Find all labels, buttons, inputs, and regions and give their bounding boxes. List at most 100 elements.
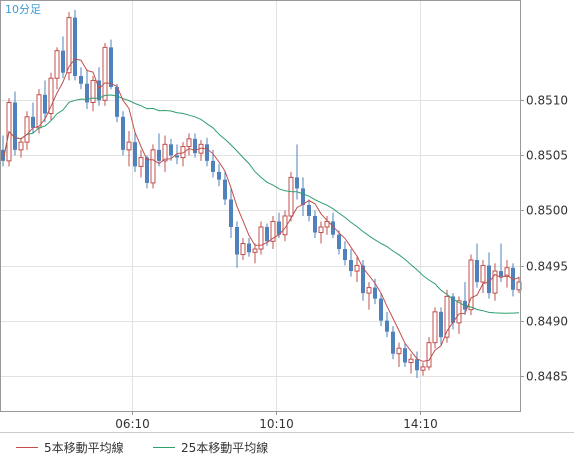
candle-body-down xyxy=(295,177,299,189)
candle-body-down xyxy=(403,348,407,363)
candle-body-up xyxy=(90,79,96,103)
x-tick-label: 10:10 xyxy=(259,417,294,431)
candle-body-down xyxy=(145,157,149,183)
candle-body-up xyxy=(252,248,258,253)
candle-body-up xyxy=(480,265,486,283)
y-tick-label: 0.8490 xyxy=(526,315,568,329)
candle-body-up xyxy=(102,46,108,101)
candle-body-down xyxy=(487,265,491,294)
candle-body-up xyxy=(48,77,54,114)
y-tick-label: 0.8510 xyxy=(526,94,568,108)
candle-body-up xyxy=(18,141,24,151)
candle-body-down xyxy=(175,155,179,158)
candle-body-down xyxy=(385,320,389,332)
candle-body-down xyxy=(301,188,305,205)
candle-body-down xyxy=(331,221,335,235)
candle-body-up xyxy=(186,138,192,148)
candle-body-down xyxy=(85,83,89,103)
candle-body-down xyxy=(277,221,281,235)
candle-body-down xyxy=(133,142,137,167)
candle-body-up xyxy=(324,220,330,228)
candle-body-up xyxy=(468,259,474,311)
candle-body-up xyxy=(318,226,324,233)
candle-body-up xyxy=(492,270,498,294)
candle-body-up xyxy=(504,267,510,278)
candle-body-down xyxy=(121,116,125,150)
candle-body-down xyxy=(349,260,353,272)
x-tick-label: 06:10 xyxy=(115,417,150,431)
plot-frame xyxy=(0,0,521,412)
y-tick-label: 0.8505 xyxy=(526,149,568,163)
candle-body-down xyxy=(475,260,479,283)
candle-body-down xyxy=(115,87,119,117)
candle-body-down xyxy=(13,102,17,150)
ma5-line xyxy=(2,58,520,362)
candle-body-down xyxy=(343,249,347,261)
candle-body-down xyxy=(337,234,341,250)
candle-body-up xyxy=(150,149,156,184)
moving-averages xyxy=(2,58,520,362)
candle-body-down xyxy=(61,50,65,73)
candle-body-down xyxy=(499,271,503,277)
candle-body-down xyxy=(415,359,419,371)
legend-label-ma5: 5本移動平均線 xyxy=(44,440,124,455)
candle-body-up xyxy=(180,146,186,159)
x-tick-label: 14:10 xyxy=(403,417,438,431)
candle-body-up xyxy=(54,50,60,79)
candle-body-down xyxy=(265,226,269,242)
candle-body-down xyxy=(109,47,113,88)
grid xyxy=(0,0,520,411)
candle-body-up xyxy=(426,342,432,368)
candle-body-up xyxy=(432,311,438,344)
legend: 5本移動平均線 25本移動平均線 xyxy=(16,440,268,455)
candle-body-down xyxy=(193,138,197,154)
candle-body-up xyxy=(36,94,42,129)
candle-body-down xyxy=(79,76,83,84)
candle-body-down xyxy=(43,94,47,114)
candle-body-up xyxy=(456,300,462,324)
candle-body-up xyxy=(66,17,72,74)
candle-body-down xyxy=(211,160,215,172)
candle-body-down xyxy=(451,296,455,323)
y-tick-label: 0.8500 xyxy=(526,204,568,218)
candle-body-up xyxy=(396,347,402,355)
candle-body-down xyxy=(391,331,395,354)
period-label: 10分足 xyxy=(5,3,41,16)
candle-body-up xyxy=(366,287,372,294)
candle-body-down xyxy=(31,116,35,128)
candle-body-up xyxy=(288,176,294,217)
candle-body-down xyxy=(223,179,227,200)
candle-body-up xyxy=(354,265,360,272)
candle-body-up xyxy=(408,358,414,364)
candle-body-up xyxy=(162,143,168,162)
candle-body-down xyxy=(373,287,377,299)
candle-body-down xyxy=(379,298,383,321)
y-tick-label: 0.8495 xyxy=(526,260,568,274)
x-axis: 06:10 10:10 14:10 xyxy=(115,411,438,431)
candle-body-up xyxy=(270,220,276,242)
candle-body-down xyxy=(169,144,173,156)
candle-body-down xyxy=(73,17,77,77)
candle-body-down xyxy=(235,226,239,255)
candle-body-up xyxy=(444,295,450,338)
candle-body-down xyxy=(217,171,221,180)
candle-body-up xyxy=(258,226,264,250)
candle-body-down xyxy=(97,80,101,101)
candle-body-up xyxy=(126,141,132,151)
y-tick-label: 0.8485 xyxy=(526,370,568,384)
candle-body-down xyxy=(205,144,209,161)
candle-body-down xyxy=(229,199,233,227)
candle-body-down xyxy=(361,265,365,294)
candle-body-down xyxy=(439,311,443,338)
candle-body-down xyxy=(157,149,161,161)
ma25-line xyxy=(2,94,520,314)
candle-body-up xyxy=(138,157,144,167)
candle-body-up xyxy=(24,116,30,143)
legend-label-ma25: 25本移動平均線 xyxy=(181,440,268,455)
candle-body-up xyxy=(420,366,426,371)
candle-body-down xyxy=(511,267,515,290)
candle-body-down xyxy=(247,243,251,253)
y-axis: 0.8485 0.8490 0.8495 0.8500 0.8505 0.8510 xyxy=(520,94,568,384)
candle-body-down xyxy=(1,149,5,161)
